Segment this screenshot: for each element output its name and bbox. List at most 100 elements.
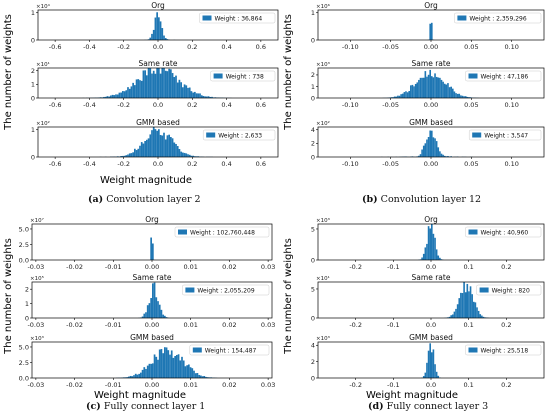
x-tick-label: -0.1 [387, 263, 400, 271]
x-tick-label: 0.05 [464, 160, 478, 168]
histogram-bar [469, 286, 472, 318]
histogram-bar [180, 151, 182, 157]
legend-box [182, 284, 270, 296]
histogram-bar [422, 77, 425, 98]
caption-a: (a) Convolution layer 2 [88, 194, 201, 205]
histogram-bar [419, 154, 422, 157]
xlabel-top-left: Weight magnitude [100, 175, 192, 186]
legend-swatch [202, 15, 212, 21]
histogram-bar [127, 154, 129, 157]
x-tick-label: -0.6 [49, 160, 62, 168]
y-tick-label: 5.0 [19, 343, 29, 351]
histogram-bar [151, 130, 153, 157]
histogram-bar [166, 135, 169, 157]
x-tick-label: -0.2 [349, 321, 362, 329]
y-tick-label: 2 [31, 67, 35, 75]
histogram-bar [131, 376, 134, 378]
histogram-bar [185, 153, 188, 157]
x-tick-label: -0.2 [117, 43, 130, 51]
histogram-bar [194, 373, 197, 378]
legend-swatch [468, 347, 478, 353]
x-tick-label: 0.02 [222, 381, 236, 389]
x-tick-label: -0.2 [349, 263, 362, 271]
histogram-bar [171, 138, 174, 157]
histogram-bar [144, 70, 146, 98]
histogram-bar [166, 71, 169, 98]
histogram-bar [182, 87, 184, 98]
histogram-bar [476, 307, 478, 318]
histogram-bar [115, 94, 117, 98]
histogram-bar [192, 92, 194, 98]
histogram-bar [418, 79, 420, 98]
histogram-bar [130, 86, 133, 98]
y-tick-label: 0.0 [19, 256, 29, 264]
histogram-bar [481, 315, 483, 318]
histogram-bar [447, 83, 449, 98]
x-tick-label: 0.05 [464, 43, 478, 51]
histogram-bar [464, 292, 467, 318]
histogram-bar [198, 374, 200, 378]
histogram-bar [135, 79, 138, 98]
legend-box [454, 12, 542, 24]
histogram-bar [110, 95, 112, 98]
histogram-bar [443, 83, 446, 98]
histogram-bar [146, 365, 149, 378]
x-tick-label: -0.02 [66, 321, 83, 329]
histogram-bar [392, 97, 394, 98]
subplot-title: GMM based [130, 333, 174, 342]
x-tick-label: -0.1 [387, 381, 400, 389]
histogram-bar [468, 291, 470, 318]
histogram-bar [406, 92, 409, 98]
histogram-bar [143, 367, 146, 378]
subplot-d-11: -0.2 -0.1 0.0 0.1 0.2 0 2 4×10³ GMM based Weight … [311, 333, 545, 389]
y-tick-label: 2.5 [19, 359, 29, 367]
legend-label: Weight : 36,864 [215, 15, 263, 22]
legend-box [465, 70, 542, 82]
histogram-bar [455, 93, 457, 98]
histogram-bar [137, 79, 140, 98]
histogram-bar [166, 39, 169, 40]
legend-swatch [457, 15, 467, 21]
histogram-bar [145, 312, 147, 318]
x-tick-label: 0.2 [501, 263, 511, 271]
x-tick-label: 0.1 [463, 321, 473, 329]
legend-box [210, 70, 276, 82]
x-tick-label: 0.6 [256, 160, 266, 168]
histogram-bar [162, 314, 164, 318]
histogram-bar [158, 68, 160, 98]
histogram-bar [134, 148, 136, 157]
legend-label: Weight : 2,359,296 [469, 15, 526, 22]
histogram-bar [146, 305, 149, 318]
ylabel-bottom-right: The number of weights [283, 238, 294, 355]
y-tick-label: 0 [311, 153, 315, 161]
histogram-bar [461, 293, 464, 318]
y-exponent-label: ×10¹ [36, 61, 50, 68]
x-tick-label: -0.02 [66, 381, 83, 389]
x-tick-label: -0.03 [27, 381, 44, 389]
histogram-bar [191, 368, 194, 378]
histogram-bar [147, 138, 150, 157]
subplot-a-1: -0.6 -0.4 -0.2 0.0 0.2 0.4 0.6 0 1 2×10¹ Same rate… [31, 59, 279, 109]
histogram-bar [153, 354, 156, 378]
histogram-bar [185, 85, 188, 98]
histogram-bar [440, 153, 443, 157]
histogram-bar [400, 94, 402, 98]
legend-label: Weight : 738 [226, 73, 264, 80]
histogram-bar [393, 96, 396, 98]
x-tick-label: 0.10 [504, 160, 518, 168]
y-tick-label: 0 [311, 36, 315, 44]
histogram-bar [175, 75, 177, 98]
subplot-title: Org [424, 1, 438, 10]
y-tick-label: 2 [25, 286, 29, 294]
histogram-bar [464, 96, 467, 98]
legend-swatch [213, 73, 223, 79]
histogram-bar [142, 70, 145, 98]
histogram-bar [432, 137, 435, 157]
histogram-bar [180, 82, 182, 98]
histogram-bar [424, 247, 427, 260]
histogram-bar [474, 302, 477, 318]
histogram-bar [197, 156, 200, 157]
histogram-bar [463, 96, 465, 98]
histogram-bar [200, 95, 203, 98]
legend-label: Weight : 25,518 [481, 347, 529, 354]
